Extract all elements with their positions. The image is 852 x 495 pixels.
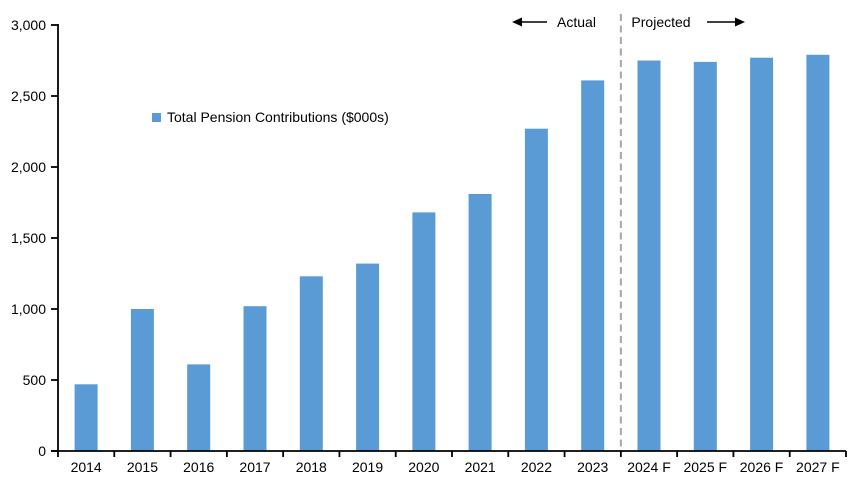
bar-2025-f bbox=[693, 61, 717, 452]
legend-marker-icon bbox=[152, 112, 161, 122]
actual-arrowhead-left-icon bbox=[512, 17, 522, 27]
bar-2020 bbox=[412, 212, 436, 451]
bar-2024-f bbox=[637, 60, 661, 451]
x-axis-label-2014: 2014 bbox=[70, 459, 102, 475]
y-axis-tick-label: 1,000 bbox=[10, 301, 46, 317]
x-axis-label-2017: 2017 bbox=[239, 459, 271, 475]
projected-region-label: Projected bbox=[631, 14, 691, 30]
bar-2018 bbox=[299, 276, 323, 451]
bar-2017 bbox=[243, 306, 267, 451]
projected-arrowhead-right-icon bbox=[735, 17, 745, 27]
bar-2019 bbox=[356, 263, 380, 451]
y-axis-tick-label: 2,000 bbox=[10, 159, 46, 175]
x-axis-label-2015: 2015 bbox=[126, 459, 158, 475]
y-axis-tick-label: 1,500 bbox=[10, 230, 46, 246]
x-axis-label-2025-f: 2025 F bbox=[683, 459, 728, 475]
x-axis-label-2027-f: 2027 F bbox=[796, 459, 840, 475]
bar-2027-f bbox=[806, 54, 830, 452]
bar-2023 bbox=[581, 80, 605, 452]
bar-2015 bbox=[130, 309, 154, 451]
y-axis-tick-label: 0 bbox=[38, 443, 46, 459]
x-axis-label-2018: 2018 bbox=[295, 459, 327, 475]
bar-2021 bbox=[468, 194, 492, 451]
x-axis-label-2019: 2019 bbox=[351, 459, 384, 475]
x-axis-label-2022: 2022 bbox=[520, 459, 552, 475]
y-axis-tick-label: 3,000 bbox=[10, 17, 46, 33]
bar-2016 bbox=[187, 364, 211, 451]
x-axis-label-2024-f: 2024 F bbox=[627, 459, 671, 475]
y-axis-tick-label: 2,500 bbox=[10, 88, 46, 104]
y-axis-tick-label: 500 bbox=[22, 372, 46, 388]
bar-2014 bbox=[74, 384, 98, 451]
bar-2026-f bbox=[750, 57, 774, 451]
x-axis-label-2026-f: 2026 F bbox=[739, 459, 784, 475]
x-axis-label-2020: 2020 bbox=[408, 459, 440, 475]
actual-region-label: Actual bbox=[557, 14, 596, 30]
bar-2022 bbox=[524, 128, 548, 451]
chart-legend[interactable]: Total Pension Contributions ($000s) bbox=[152, 108, 389, 126]
x-axis-label-2023: 2023 bbox=[577, 459, 609, 475]
legend-label: Total Pension Contributions ($000s) bbox=[167, 109, 389, 125]
x-axis-label-2021: 2021 bbox=[464, 459, 496, 475]
x-axis-label-2016: 2016 bbox=[183, 459, 215, 475]
